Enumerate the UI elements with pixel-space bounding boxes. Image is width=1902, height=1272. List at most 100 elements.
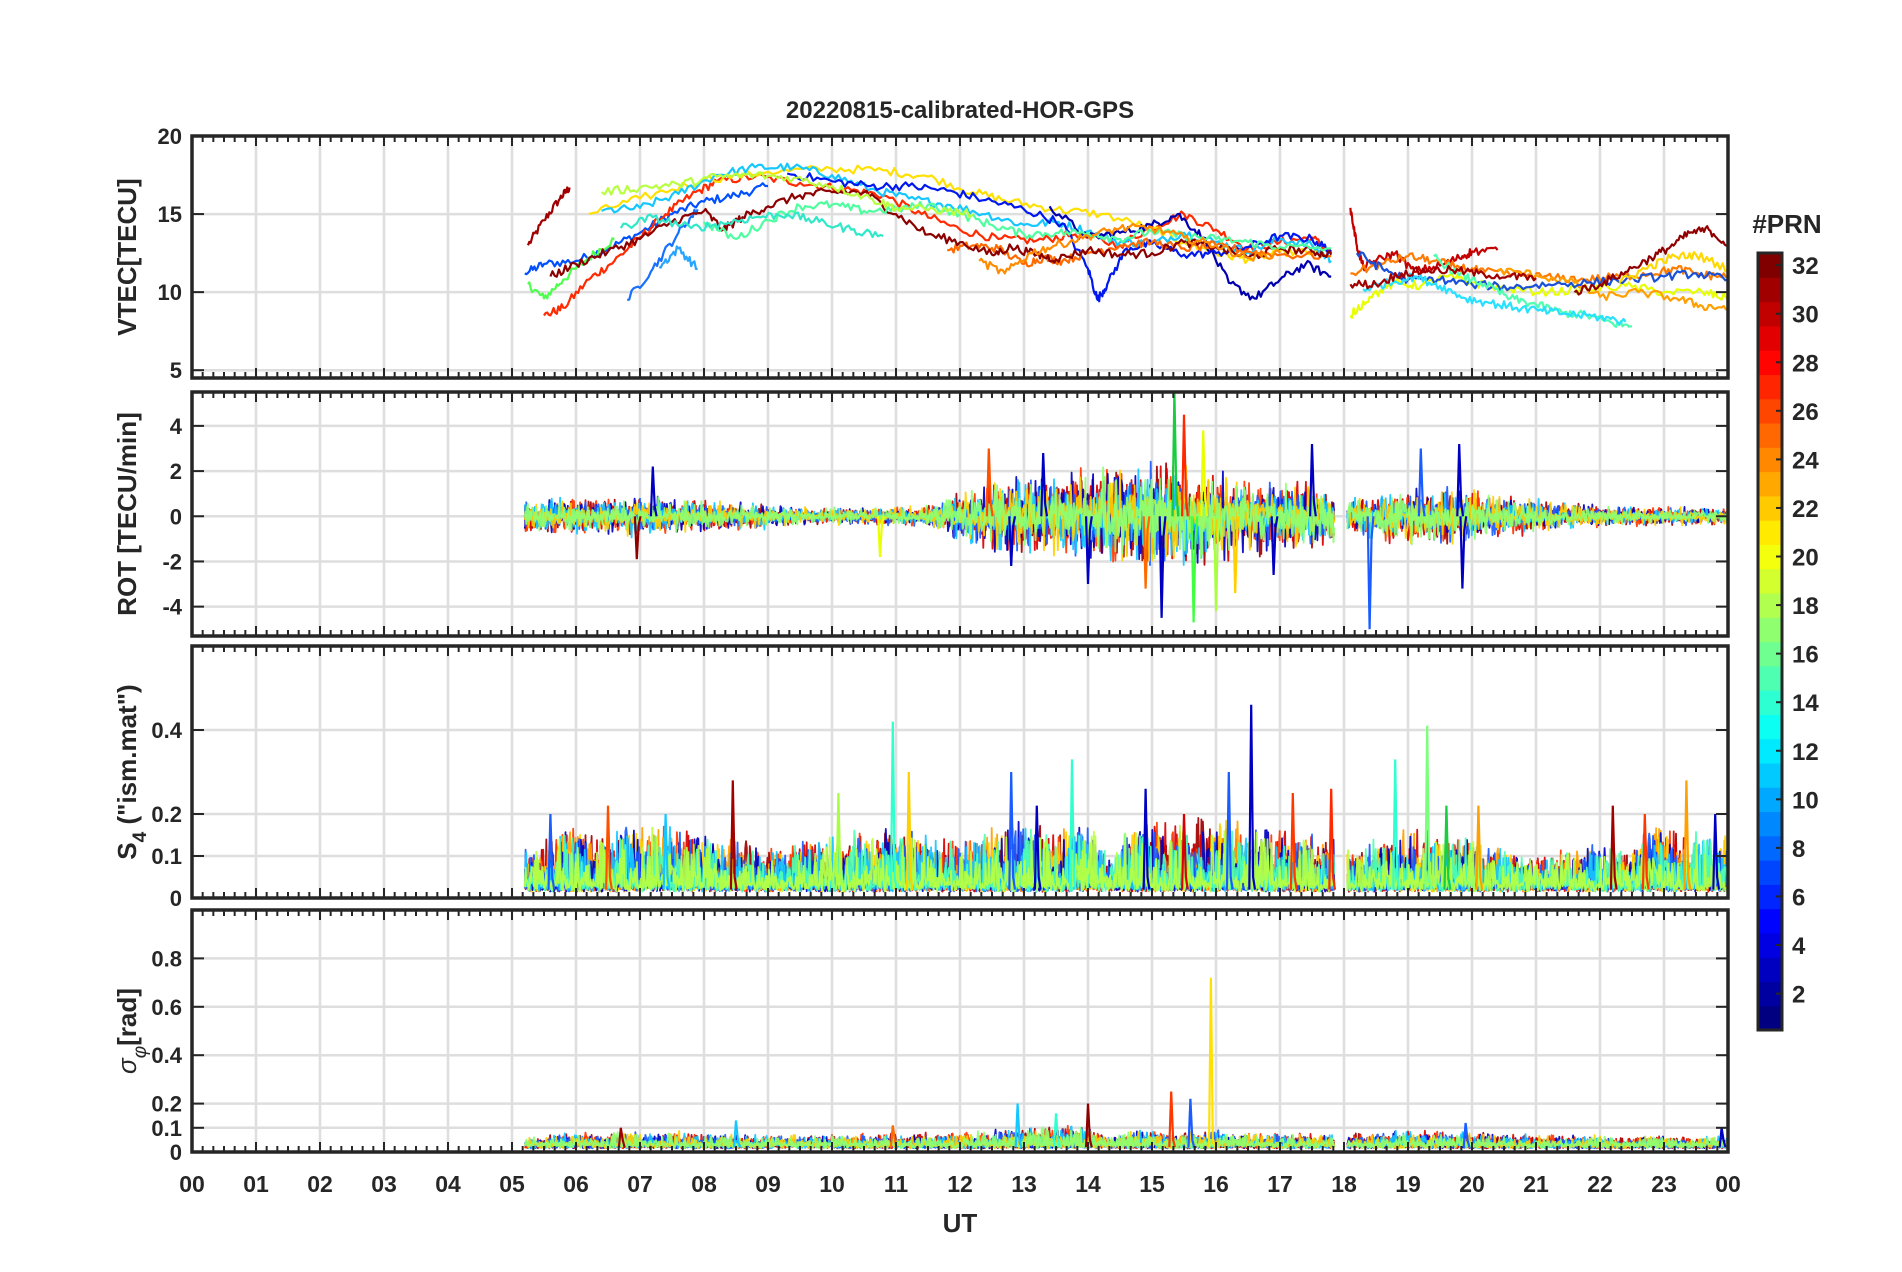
x-tick-labels: 00 01 02 03 04 05 06 07 08 09 10 11 12 13 14 15 16 17 18 19… [179, 1171, 1741, 1197]
vtec-series-line [1573, 225, 1728, 296]
rot-axes-frame [190, 390, 1730, 638]
x-tick-label: 08 [691, 1171, 717, 1197]
s4-spike-line [662, 813, 671, 890]
x-tick-label: 22 [1587, 1171, 1613, 1197]
colorbar-swatch [1758, 325, 1782, 351]
s4-spike-line [1289, 792, 1298, 890]
vtec-series-line [526, 186, 571, 246]
colorbar-tick-label: 12 [1792, 739, 1819, 766]
vtec-series-line [600, 171, 974, 219]
rot-y-axis-label: ROT [TECU/min] [112, 412, 142, 616]
x-tick-label: 16 [1203, 1171, 1229, 1197]
s4-spike-line [1248, 704, 1257, 890]
s4-spike-line [1392, 759, 1401, 890]
colorbar-title: #PRN [1752, 209, 1821, 239]
x-tick-label: 11 [884, 1171, 909, 1197]
s4-y-tick-label: 0 [170, 886, 182, 911]
s4-panel: 00.10.20.4S4 ("ism.mat") [112, 644, 1730, 911]
rot-spike-line [1213, 516, 1221, 612]
sigma-y-tick-label: 0.2 [151, 1092, 182, 1117]
vtec-series-line [1349, 265, 1537, 290]
s4-spike-line [1609, 805, 1618, 890]
vtec-y-tick-label: 10 [158, 280, 182, 305]
x-tick-label: 13 [1011, 1171, 1037, 1197]
s4-spike-line [889, 721, 898, 890]
colorbar-tick-label: 14 [1792, 690, 1819, 717]
colorbar-tick-label: 16 [1792, 642, 1819, 669]
rot-spike-line [1200, 430, 1209, 517]
colorbar-tick-label: 22 [1792, 496, 1819, 523]
rot-series-line [523, 466, 1728, 560]
vtec-y-tick-label: 20 [158, 124, 182, 149]
colorbar-tick-label: 30 [1792, 302, 1819, 329]
sigma-y-tick-label: 0 [170, 1140, 182, 1165]
x-tick-label: 12 [947, 1171, 973, 1197]
vtec-series-line [703, 200, 1332, 252]
s4-spike-line [1008, 771, 1017, 890]
vtec-y-axis-label: VTEC[TECU] [112, 178, 142, 335]
s4-spike-line [605, 805, 613, 890]
sigma-spike-line [1462, 1122, 1471, 1148]
x-tick-label: 21 [1523, 1171, 1549, 1197]
s4-ylabel-sub: 4 [130, 831, 151, 842]
rot-spike-line [1181, 414, 1189, 517]
x-tick-label: 02 [307, 1171, 333, 1197]
s4-spike-line [1424, 725, 1433, 890]
s4-ylabel-main: S [112, 842, 142, 859]
s4-spike-line [1181, 813, 1189, 890]
vtec-series-line [658, 245, 698, 271]
rot-y-tick-label: 0 [170, 504, 182, 529]
rot-spike-line [1456, 443, 1465, 517]
x-tick-label: 19 [1395, 1171, 1421, 1197]
s4-series-group [523, 704, 1728, 893]
rot-spike-line [1158, 516, 1167, 618]
s4-spike-line [547, 813, 556, 890]
rot-spike-line [1366, 516, 1375, 630]
rot-spike-line [1270, 516, 1279, 576]
colorbar-swatch [1758, 277, 1782, 303]
s4-y-tick-label: 0.1 [151, 844, 182, 869]
rot-y-tick-label: -2 [162, 549, 182, 574]
s4-spike-line [1033, 805, 1042, 890]
x-tick-label: 05 [499, 1171, 525, 1197]
colorbar-swatch [1758, 957, 1782, 983]
vtec-y-tick-label: 15 [158, 202, 182, 227]
sigma-ylabel-sub: φ [130, 1046, 151, 1058]
x-tick-label: 18 [1331, 1171, 1357, 1197]
s4-ylabel-rest: ("ism.mat") [112, 684, 142, 831]
vtec-series-group [524, 162, 1728, 328]
vtec-y-tick-label: 5 [170, 358, 182, 383]
x-tick-label: 20 [1459, 1171, 1485, 1197]
s4-spike-line [1475, 805, 1484, 890]
rot-series-group [523, 392, 1728, 630]
s4-spike-line [905, 771, 914, 890]
colorbar-swatch [1758, 860, 1782, 885]
colorbar-tick-label: 32 [1792, 253, 1819, 280]
sigma-y-tick-label: 0.1 [151, 1116, 182, 1141]
colorbar-swatch [1758, 568, 1782, 594]
sigma-axes-frame [190, 908, 1730, 1154]
rot-spike-line [1417, 448, 1426, 517]
sigma-y-axis-label: σφ[rad] [112, 988, 151, 1074]
x-tick-label: 04 [435, 1171, 461, 1197]
rot-spike-line [1040, 452, 1049, 517]
chart-title: 20220815-calibrated-HOR-GPS [786, 97, 1134, 124]
colorbar-tick-label: 6 [1792, 884, 1805, 911]
rot-spike-line [985, 448, 994, 517]
sigma-y-tick-label: 0.6 [151, 995, 182, 1020]
rot-y-tick-label: 4 [170, 414, 183, 439]
sigma-panel: 00.10.20.40.60.8σφ[rad] [112, 908, 1730, 1165]
s4-spike-line [1443, 805, 1452, 890]
rot-spike-line [1085, 516, 1093, 585]
x-tick-label: 17 [1267, 1171, 1293, 1197]
s4-y-tick-label: 0.2 [151, 802, 182, 827]
s4-spike-line [1069, 759, 1077, 890]
rot-spike-line [1008, 516, 1017, 567]
s4-spike-line [835, 792, 844, 890]
colorbar-tick-label: 24 [1792, 447, 1819, 474]
colorbar-frame [1756, 251, 1784, 1032]
rot-spike-line [1459, 516, 1468, 589]
vtec-series-line [786, 172, 1332, 303]
